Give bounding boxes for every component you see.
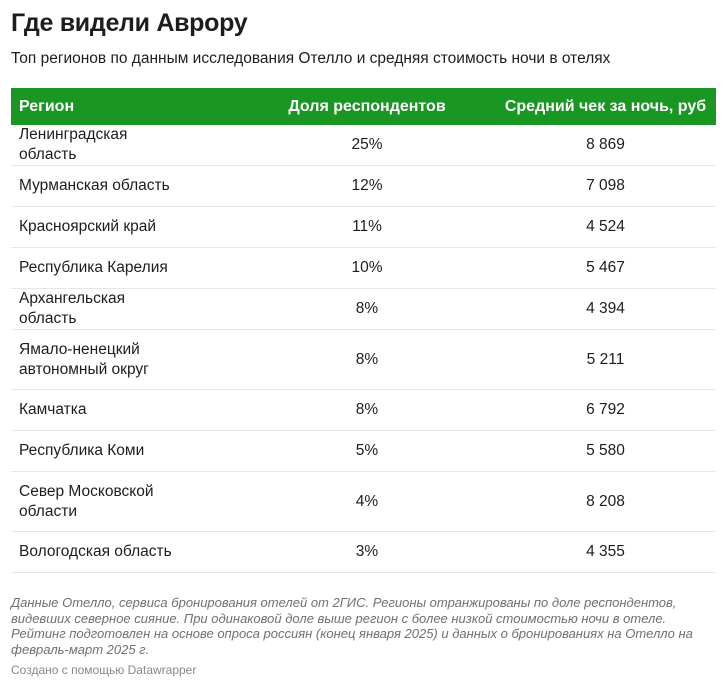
cell-price: 8 869: [495, 125, 716, 166]
cell-region: Республика Карелия: [11, 247, 239, 289]
cell-region: Ленинградская область: [11, 125, 239, 166]
cell-share: 8%: [239, 389, 495, 431]
table-row: Ямало-ненецкий автономный округ 8% 5 211: [11, 329, 716, 390]
cell-price: 5 580: [495, 430, 716, 472]
cell-price: 5 467: [495, 247, 716, 289]
table-row: Север Московской области 4% 8 208: [11, 471, 716, 532]
table-row: Вологодская область 3% 4 355: [11, 531, 716, 573]
cell-share: 11%: [239, 206, 495, 248]
cell-region: Ямало-ненецкий автономный округ: [11, 329, 239, 390]
header-price: Средний чек за ночь, руб: [495, 88, 716, 125]
cell-share: 3%: [239, 531, 495, 573]
table-row: Камчатка 8% 6 792: [11, 389, 716, 431]
cell-price: 6 792: [495, 389, 716, 431]
table-row: Республика Карелия 10% 5 467: [11, 247, 716, 289]
table-row: Мурманская область 12% 7 098: [11, 165, 716, 207]
cell-share: 5%: [239, 430, 495, 472]
cell-share: 8%: [239, 329, 495, 390]
table-row: Архангельская область 8% 4 394: [11, 288, 716, 330]
table-header: Регион Доля респондентов Средний чек за …: [11, 88, 716, 125]
cell-price: 8 208: [495, 471, 716, 532]
table-row: Красноярский край 11% 4 524: [11, 206, 716, 248]
cell-region: Камчатка: [11, 389, 239, 431]
cell-share: 8%: [239, 288, 495, 330]
table-row: Республика Коми 5% 5 580: [11, 430, 716, 472]
chart-title: Где видели Аврору: [11, 9, 248, 37]
cell-share: 4%: [239, 471, 495, 532]
chart-subtitle: Топ регионов по данным исследования Отел…: [11, 50, 611, 67]
cell-share: 10%: [239, 247, 495, 289]
cell-price: 4 394: [495, 288, 716, 330]
cell-price: 4 524: [495, 206, 716, 248]
cell-price: 4 355: [495, 531, 716, 573]
header-share: Доля респондентов: [239, 88, 495, 125]
notes: Данные Отелло, сервиса бронирования отел…: [11, 595, 693, 657]
cell-region: Мурманская область: [11, 165, 239, 207]
cell-price: 5 211: [495, 329, 716, 390]
cell-region: Архангельская область: [11, 288, 239, 330]
cell-share: 25%: [239, 125, 495, 166]
credit-link[interactable]: Создано с помощью Datawrapper: [11, 663, 197, 677]
regions-table: Регион Доля респондентов Средний чек за …: [11, 88, 716, 573]
table-row: Ленинградская область 25% 8 869: [11, 125, 716, 166]
cell-share: 12%: [239, 165, 495, 207]
cell-region: Красноярский край: [11, 206, 239, 248]
cell-region: Республика Коми: [11, 430, 239, 472]
cell-region: Север Московской области: [11, 471, 239, 532]
cell-price: 7 098: [495, 165, 716, 207]
cell-region: Вологодская область: [11, 531, 239, 573]
header-region: Регион: [11, 88, 239, 125]
